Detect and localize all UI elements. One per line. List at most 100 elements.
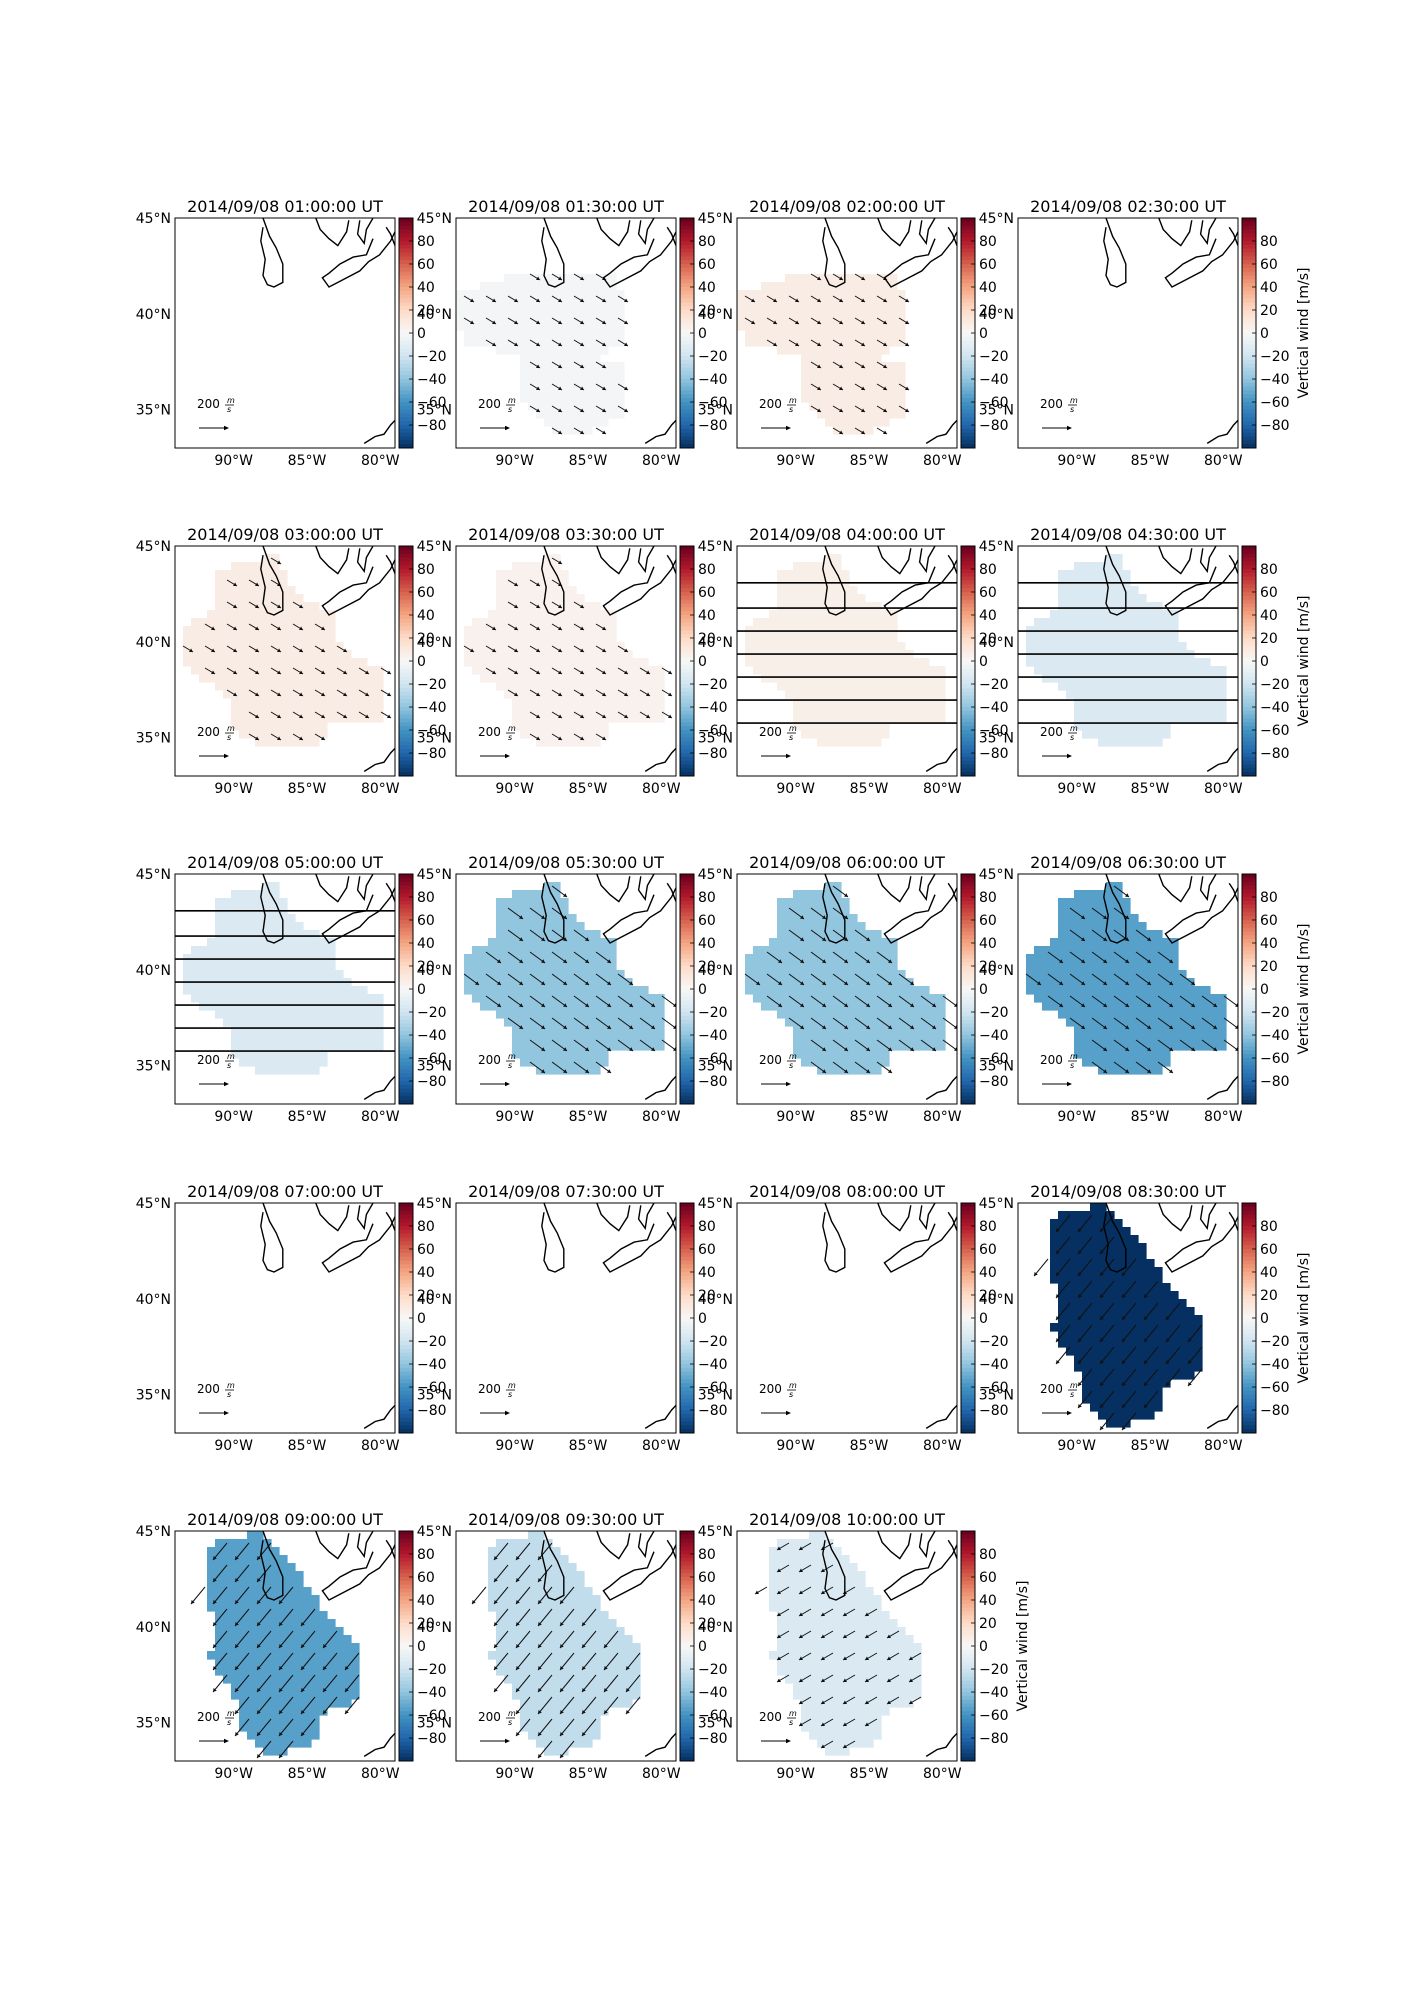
wind-cell xyxy=(552,354,561,363)
colorbar-segment xyxy=(961,565,975,570)
wind-cell xyxy=(536,1034,545,1043)
wind-cell xyxy=(873,682,882,691)
colorbar-segment xyxy=(961,237,975,242)
wind-cell xyxy=(560,898,569,907)
wind-cell xyxy=(825,618,834,627)
wind-cell xyxy=(528,698,537,707)
wind-cell xyxy=(1050,618,1059,627)
wind-arrow-head xyxy=(673,1025,676,1029)
wind-cell xyxy=(817,682,826,691)
wind-arrow-head xyxy=(866,1025,870,1029)
map-frame xyxy=(455,545,677,777)
wind-cell xyxy=(231,1010,240,1019)
wind-arrow-head xyxy=(470,648,474,653)
wind-cell xyxy=(873,634,882,643)
wind-cell xyxy=(608,666,617,675)
wind-cell xyxy=(592,354,601,363)
wind-cell xyxy=(239,986,248,995)
colorbar-segment xyxy=(680,672,694,677)
wind-cell xyxy=(825,658,834,667)
colorbar-segment xyxy=(1242,298,1256,303)
wind-cell xyxy=(841,410,850,419)
wind-arrow-head xyxy=(497,981,501,985)
wind-cell xyxy=(1210,674,1219,683)
wind-cell xyxy=(1066,938,1075,947)
wind-cell xyxy=(295,1010,304,1019)
wind-cell xyxy=(905,1026,914,1035)
wind-cell xyxy=(279,730,288,739)
wind-cell xyxy=(271,602,280,611)
wind-cell xyxy=(785,602,794,611)
wind-cell xyxy=(785,946,794,955)
colorbar-segment xyxy=(680,645,694,650)
wind-cell xyxy=(496,618,505,627)
wind-cell xyxy=(777,322,786,331)
wind-cell xyxy=(793,1010,802,1019)
wind-cell xyxy=(207,970,216,979)
colorbar-segment xyxy=(680,745,694,750)
colorbar-segment xyxy=(1242,768,1256,773)
wind-cell xyxy=(648,706,657,715)
wind-cell xyxy=(263,658,272,667)
wind-cell xyxy=(753,626,762,635)
colorbar-segment xyxy=(961,618,975,624)
wind-cell xyxy=(825,938,834,947)
wind-arrow-head xyxy=(536,320,540,325)
colorbar-segment xyxy=(961,1073,975,1078)
wind-cell xyxy=(496,322,505,331)
colorbar-segment xyxy=(680,1092,694,1097)
wind-cell xyxy=(785,930,794,939)
reference-arrow-value: 200 xyxy=(197,725,220,739)
wind-cell xyxy=(544,898,553,907)
wind-cell xyxy=(520,962,529,971)
wind-cell xyxy=(905,714,914,723)
colorbar-segment xyxy=(680,618,694,624)
wind-cell xyxy=(303,674,312,683)
wind-cell xyxy=(865,962,874,971)
wind-cell xyxy=(560,330,569,339)
wind-cell xyxy=(552,378,561,387)
colorbar-segment xyxy=(961,645,975,650)
wind-cell xyxy=(777,666,786,675)
wind-cell xyxy=(504,1018,513,1027)
wind-arrow-head xyxy=(492,648,496,653)
wind-cell xyxy=(279,994,288,1003)
colorbar-segment xyxy=(399,1046,413,1051)
wind-cell xyxy=(817,738,826,747)
colorbar-segment xyxy=(961,256,975,261)
wind-cell xyxy=(536,994,545,1003)
wind-cell xyxy=(239,970,248,979)
wind-cell xyxy=(287,698,296,707)
colorbar-tick-label: 80 xyxy=(979,234,997,250)
wind-cell xyxy=(520,1010,529,1019)
wind-cell xyxy=(616,1010,625,1019)
wind-cell xyxy=(1082,610,1091,619)
wind-cell xyxy=(849,690,858,699)
wind-cell xyxy=(247,1018,256,1027)
wind-cell xyxy=(849,666,858,675)
colorbar-segment xyxy=(961,371,975,376)
colorbar-segment xyxy=(961,607,975,612)
wind-cell xyxy=(247,714,256,723)
wind-cell xyxy=(865,282,874,291)
wind-cell xyxy=(287,954,296,963)
wind-cell xyxy=(592,322,601,331)
wind-cell xyxy=(544,914,553,923)
wind-cell xyxy=(793,682,802,691)
wind-cell xyxy=(568,314,577,323)
wind-cell xyxy=(785,306,794,315)
colorbar-segment xyxy=(680,279,694,284)
wind-cell xyxy=(857,314,866,323)
wind-cell xyxy=(207,626,216,635)
wind-cell xyxy=(1178,682,1187,691)
wind-cell xyxy=(1170,674,1179,683)
wind-cell xyxy=(327,970,336,979)
colorbar-segment xyxy=(1242,382,1256,388)
wind-arrow-head xyxy=(607,981,611,985)
wind-cell xyxy=(865,1010,874,1019)
wind-cell xyxy=(769,642,778,651)
wind-cell xyxy=(825,1050,834,1059)
wind-cell xyxy=(512,970,521,979)
